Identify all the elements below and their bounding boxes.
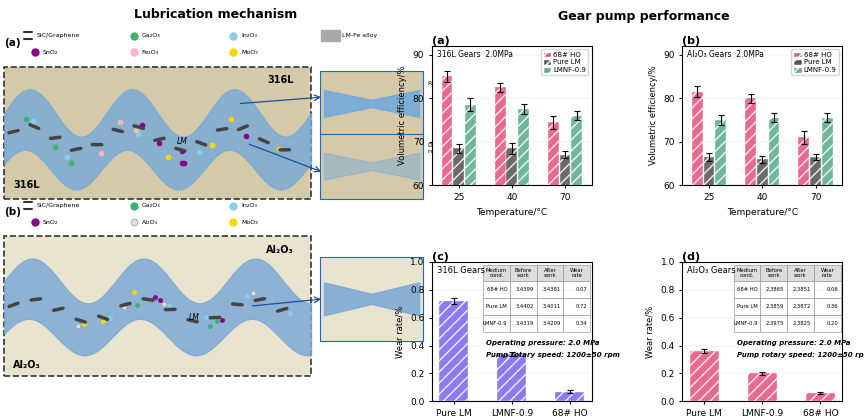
FancyBboxPatch shape xyxy=(320,71,423,136)
Text: Al₂O₃ Gears: Al₂O₃ Gears xyxy=(687,266,736,275)
Text: Pump rotary speed: 1200±50 rpm: Pump rotary speed: 1200±50 rpm xyxy=(737,352,864,358)
Bar xyxy=(560,155,570,418)
Text: Al₂O₃ Gears  2.0MPa: Al₂O₃ Gears 2.0MPa xyxy=(687,50,764,59)
Bar xyxy=(442,76,452,418)
Bar xyxy=(746,98,756,418)
Bar xyxy=(495,87,505,418)
Bar xyxy=(715,120,727,418)
Text: Operating pressure: 2.0 MPa: Operating pressure: 2.0 MPa xyxy=(737,340,850,346)
Text: (b): (b) xyxy=(4,207,22,217)
Text: Operating pressure: 2.0 MPa: Operating pressure: 2.0 MPa xyxy=(486,340,600,346)
Text: MoO₃: MoO₃ xyxy=(241,50,257,55)
Text: In₂O₃: In₂O₃ xyxy=(241,203,257,208)
Bar xyxy=(454,148,464,418)
Text: SiC/Graphene: SiC/Graphene xyxy=(36,33,80,38)
Text: Gear pump performance: Gear pump performance xyxy=(558,10,729,23)
Text: 316L: 316L xyxy=(267,75,294,85)
Bar xyxy=(556,392,584,401)
Text: SnO₂: SnO₂ xyxy=(42,220,58,225)
Y-axis label: Volumetric efficiency/%: Volumetric efficiency/% xyxy=(398,66,407,166)
Text: Reaction film: Reaction film xyxy=(428,81,467,86)
Text: (d): (d) xyxy=(683,252,701,262)
Bar xyxy=(498,354,526,401)
X-axis label: Temperature/°C: Temperature/°C xyxy=(727,207,798,217)
Text: 316L Gears: 316L Gears xyxy=(437,266,485,275)
Text: (b): (b) xyxy=(683,36,701,46)
Bar xyxy=(571,116,582,418)
FancyBboxPatch shape xyxy=(4,236,311,376)
Bar xyxy=(548,122,559,418)
Text: SiC/Graphene: SiC/Graphene xyxy=(36,203,80,208)
Bar xyxy=(798,138,810,418)
Text: Ga₂O₃: Ga₂O₃ xyxy=(142,203,161,208)
Bar xyxy=(506,148,518,418)
Bar xyxy=(806,393,835,401)
Text: (a): (a) xyxy=(432,36,450,46)
Bar xyxy=(689,351,719,401)
Bar xyxy=(692,92,702,418)
Bar xyxy=(439,301,468,401)
Text: Al₂O₃: Al₂O₃ xyxy=(13,360,41,370)
FancyBboxPatch shape xyxy=(4,67,311,199)
Text: SnO₂: SnO₂ xyxy=(42,50,58,55)
Text: (c): (c) xyxy=(432,252,449,262)
FancyBboxPatch shape xyxy=(320,134,423,199)
FancyBboxPatch shape xyxy=(320,257,423,341)
Text: Al₂O₃: Al₂O₃ xyxy=(142,220,158,225)
Text: 316L Gears  2.0MPa: 316L Gears 2.0MPa xyxy=(437,50,513,59)
Text: Ga₂O₃: Ga₂O₃ xyxy=(142,33,161,38)
Text: LM: LM xyxy=(189,313,200,322)
Text: (a): (a) xyxy=(4,38,21,48)
Bar xyxy=(810,157,821,418)
Text: Pump rotary speed: 1200±50 rpm: Pump rotary speed: 1200±50 rpm xyxy=(486,352,620,358)
Bar xyxy=(465,105,476,418)
Text: Fe₂O₃: Fe₂O₃ xyxy=(142,50,159,55)
Legend: 68# HO, Pure LM, LMNF-0.9: 68# HO, Pure LM, LMNF-0.9 xyxy=(541,49,588,75)
Text: Lubrication mechanism: Lubrication mechanism xyxy=(135,8,297,21)
Text: In₂O₃: In₂O₃ xyxy=(241,33,257,38)
Bar xyxy=(822,118,833,418)
Text: MoO₃: MoO₃ xyxy=(241,220,257,225)
Text: Damaged
reaction film: Damaged reaction film xyxy=(428,143,465,154)
Y-axis label: Wear rate/%: Wear rate/% xyxy=(396,306,404,358)
X-axis label: Temperature/°C: Temperature/°C xyxy=(476,207,548,217)
Bar xyxy=(748,373,777,401)
Bar xyxy=(757,159,768,418)
Y-axis label: Wear rate/%: Wear rate/% xyxy=(646,306,655,358)
Bar xyxy=(518,109,529,418)
Text: 316L: 316L xyxy=(13,180,40,190)
Text: LM-Fe alloy: LM-Fe alloy xyxy=(342,33,378,38)
Bar xyxy=(703,157,715,418)
Text: Al₂O₃: Al₂O₃ xyxy=(266,245,294,255)
Text: LM: LM xyxy=(177,138,187,146)
Bar xyxy=(321,30,340,41)
Legend: 68# HO, Pure LM, LMNF-0.9: 68# HO, Pure LM, LMNF-0.9 xyxy=(791,49,839,75)
Y-axis label: Volumetric efficiency/%: Volumetric efficiency/% xyxy=(649,66,658,166)
Bar xyxy=(769,118,779,418)
